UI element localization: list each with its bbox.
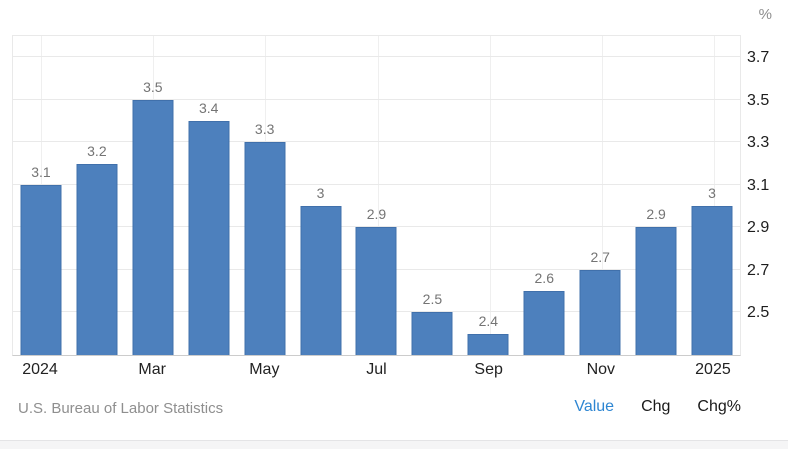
y-tick-label-2.5: 2.5 [747, 304, 770, 321]
gridline-y-3.1 [13, 184, 740, 185]
bar-slot-8: 2.4 [460, 36, 516, 355]
bar-8[interactable] [467, 334, 509, 355]
gridline-y-2.9 [13, 226, 740, 227]
bar-slot-10: 2.7 [572, 36, 628, 355]
gridline-x-8 [489, 36, 491, 355]
chg-percent-link[interactable]: Chg% [697, 398, 741, 415]
bar-value-label-11: 2.9 [646, 206, 666, 222]
bar-slot-7: 2.5 [404, 36, 460, 355]
y-tick-label-3.7: 3.7 [747, 49, 770, 66]
bar-3[interactable] [188, 121, 230, 355]
footer-links: Value Chg Chg% [574, 398, 741, 416]
source-attribution: U.S. Bureau of Labor Statistics [18, 400, 224, 417]
chart-plot-area: 3.1 3.2 3.5 3.4 3.3 3 2.9 2.5 2.4 2.6 2.7 2.9 3 [12, 35, 741, 356]
x-tick-label-Mar: Mar [138, 361, 166, 378]
bar-10[interactable] [579, 270, 621, 355]
bar-4[interactable] [244, 142, 286, 355]
bar-value-label-9: 2.6 [534, 270, 554, 286]
y-tick-label-3.5: 3.5 [747, 92, 770, 109]
bar-slot-12: 3 [684, 36, 740, 355]
y-axis-unit-label: % [758, 6, 772, 23]
bar-slot-1: 3.2 [69, 36, 125, 355]
y-tick-label-3.1: 3.1 [747, 177, 770, 194]
bar-value-label-2: 3.5 [143, 79, 163, 95]
bar-value-label-5: 3 [316, 185, 325, 201]
bottom-scroll-strip [0, 440, 788, 449]
gridline-y-3.5 [13, 99, 740, 100]
bar-11[interactable] [635, 227, 677, 355]
bar-value-label-0: 3.1 [31, 164, 51, 180]
x-tick-label-2025: 2025 [695, 361, 731, 378]
value-link[interactable]: Value [574, 398, 615, 415]
x-tick-label-Sep: Sep [474, 361, 503, 378]
bar-0[interactable] [20, 185, 62, 355]
bar-6[interactable] [355, 227, 397, 355]
x-tick-label-2024: 2024 [22, 361, 58, 378]
gridline-x-12 [713, 36, 715, 355]
bar-value-label-7: 2.5 [422, 291, 443, 307]
gridline-y-3.7 [13, 56, 740, 57]
bar-slot-4: 3.3 [237, 36, 293, 355]
y-tick-label-2.7: 2.7 [747, 262, 770, 279]
bar-series: 3.1 3.2 3.5 3.4 3.3 3 2.9 2.5 2.4 2.6 2.7 2.9 3 [13, 36, 740, 355]
bar-value-label-3: 3.4 [198, 100, 219, 116]
bar-slot-5: 3 [293, 36, 349, 355]
bar-value-label-10: 2.7 [590, 249, 610, 265]
gridline-x-6 [377, 36, 379, 355]
bar-value-label-6: 2.9 [366, 206, 387, 222]
gridline-y-3.3 [13, 141, 740, 142]
y-tick-label-2.9: 2.9 [747, 219, 770, 236]
bar-slot-6: 2.9 [349, 36, 405, 355]
bar-1[interactable] [76, 164, 118, 355]
bar-slot-11: 2.9 [628, 36, 684, 355]
bar-slot-9: 2.6 [516, 36, 572, 355]
x-axis: 2024 Mar May Jul Sep Nov 2025 [12, 361, 741, 381]
bar-value-label-1: 3.2 [87, 143, 107, 159]
gridline-x-10 [601, 36, 603, 355]
bar-7[interactable] [411, 312, 453, 355]
x-tick-label-May: May [249, 361, 280, 378]
x-tick-label-Nov: Nov [586, 361, 616, 378]
x-tick-label-Jul: Jul [366, 361, 387, 378]
bar-value-label-12: 3 [708, 185, 716, 201]
bar-5[interactable] [300, 206, 342, 355]
bar-value-label-8: 2.4 [478, 313, 499, 329]
chg-link[interactable]: Chg [641, 398, 671, 415]
bar-9[interactable] [523, 291, 565, 355]
bar-slot-2: 3.5 [125, 36, 181, 355]
y-tick-label-3.3: 3.3 [747, 134, 770, 151]
bar-value-label-4: 3.3 [254, 121, 275, 137]
bar-slot-0: 3.1 [13, 36, 69, 355]
bar-2[interactable] [132, 100, 174, 355]
bar-slot-3: 3.4 [181, 36, 237, 355]
bar-12[interactable] [691, 206, 733, 355]
